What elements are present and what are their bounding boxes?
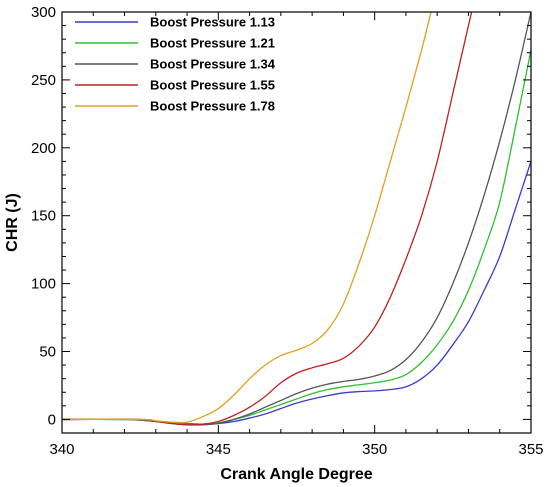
legend-label: Boost Pressure 1.34 xyxy=(150,57,276,72)
y-tick-label: 250 xyxy=(31,72,56,89)
series-layer xyxy=(62,12,531,426)
legend: Boost Pressure 1.13 Boost Pressure 1.21 Bo… xyxy=(75,15,276,114)
y-tick-labels: 0 50 100 150 200 250 300 xyxy=(31,4,56,428)
y-tick-label: 150 xyxy=(31,208,56,225)
legend-label: Boost Pressure 1.13 xyxy=(150,15,275,30)
y-tick-label: 300 xyxy=(31,4,56,21)
series-line-5 xyxy=(62,12,432,424)
y-tick-label: 50 xyxy=(39,344,56,361)
legend-label: Boost Pressure 1.55 xyxy=(150,78,275,93)
legend-label: Boost Pressure 1.21 xyxy=(150,36,275,51)
y-tick-label: 0 xyxy=(48,411,56,428)
series-line-2 xyxy=(62,49,531,425)
x-tick-label: 350 xyxy=(362,441,387,458)
y-tick-label: 200 xyxy=(31,140,56,157)
y-axis-title: CHR (J) xyxy=(4,193,21,252)
series-line-4 xyxy=(62,12,473,426)
series-line-1 xyxy=(62,161,531,425)
x-axis-title: Crank Angle Degree xyxy=(220,466,372,483)
x-tick-label: 355 xyxy=(518,441,543,458)
series-line-3 xyxy=(62,12,531,426)
ticks-layer xyxy=(61,11,532,434)
x-tick-label: 345 xyxy=(206,441,231,458)
legend-label: Boost Pressure 1.78 xyxy=(150,99,275,114)
x-tick-labels: 340 345 350 355 xyxy=(49,441,543,458)
plot-frame xyxy=(61,11,532,434)
x-tick-label: 340 xyxy=(49,441,74,458)
y-tick-label: 100 xyxy=(31,276,56,293)
